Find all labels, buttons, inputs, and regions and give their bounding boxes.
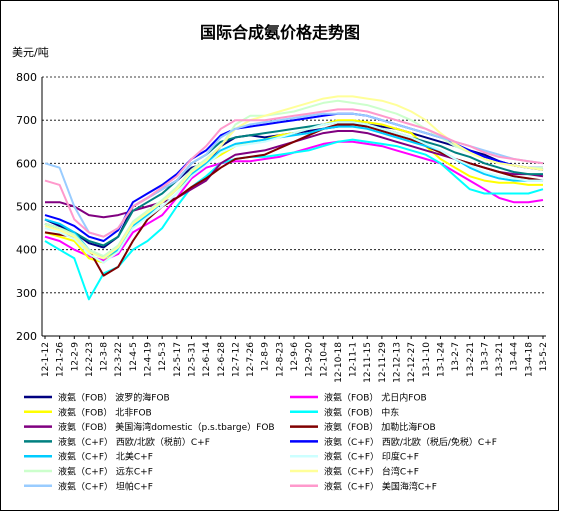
x-tick-label: 13-1-24 <box>436 342 446 377</box>
y-tick-label: 800 <box>16 71 37 84</box>
series-line-14 <box>44 108 544 238</box>
x-tick-label: 12-2-9 <box>70 342 80 372</box>
legend-label-5: 液氨（FOB） 美国海湾domestic（p.s.tbarge）FOB <box>58 421 275 433</box>
x-tick-label: 12-11-15 <box>363 342 373 383</box>
legend-label-8: 液氨（C+F） 西欧/北欧（税后/免税）C+F <box>324 436 497 448</box>
series-layer <box>44 95 544 301</box>
x-tick-label: 12-9-6 <box>290 342 300 372</box>
x-tick-label: 12-11-1 <box>349 342 359 377</box>
y-tick-label: 400 <box>16 244 37 257</box>
x-tick-label: 13-5-2 <box>539 342 549 371</box>
y-tick-label: 700 <box>16 114 37 127</box>
legend-label-9: 液氨（C+F） 北美C+F <box>58 451 153 463</box>
x-tick-label: 13-3-7 <box>480 342 490 371</box>
x-tick-label: 12-8-9 <box>261 342 271 372</box>
y-axis-unit-label: 美元/吨 <box>12 46 49 59</box>
axis-layer: 200 300 400 500 600 700 800 12-1-12 12-1-26 12-2-… <box>16 71 549 383</box>
x-tick-label: 12-2-23 <box>85 342 95 377</box>
x-tick-label: 12-7-26 <box>246 342 256 377</box>
series-line-11 <box>44 99 543 258</box>
x-tick-label: 12-12-27 <box>407 342 417 383</box>
x-tick-label: 12-4-19 <box>144 342 154 377</box>
y-tick-label: 200 <box>16 330 37 343</box>
legend-label-11: 液氨（C+F） 远东C+F <box>58 466 153 478</box>
legend-label-4: 液氨（FOB） 中东 <box>324 406 399 418</box>
x-tick-label: 12-7-12 <box>231 342 241 377</box>
y-tick-label: 600 <box>16 157 37 170</box>
x-tick-label: 13-2-7 <box>451 342 461 371</box>
x-tick-label: 12-3-8 <box>100 342 110 372</box>
legend-label-13: 液氨（C+F） 坦帕C+F <box>58 480 153 492</box>
x-tick-label: 12-11-29 <box>378 342 388 383</box>
legend-label-2: 液氨（FOB） 尤日内FOB <box>324 392 427 404</box>
x-tick-label: 12-3-22 <box>114 342 124 377</box>
series-line-4 <box>44 138 544 301</box>
x-tick-label: 12-5-31 <box>187 342 197 377</box>
legend-label-14: 液氨（C+F） 美国海湾C+F <box>324 480 437 492</box>
x-tick-label: 12-12-13 <box>393 342 403 383</box>
legend-label-1: 液氨（FOB） 波罗的海FOB <box>58 392 170 404</box>
x-tick-label: 12-10-4 <box>319 342 329 377</box>
series-line-10 <box>44 121 543 264</box>
series-line-5 <box>45 130 544 219</box>
x-tick-label: 13-4-18 <box>524 342 534 377</box>
chart-title: 国际合成氨价格走势图 <box>200 23 360 42</box>
y-tick-label: 500 <box>16 201 37 214</box>
x-tick-label: 13-3-21 <box>495 342 505 377</box>
x-tick-label: 12-9-20 <box>305 342 315 377</box>
y-tick-label: 300 <box>16 287 37 300</box>
legend-label-10: 液氨（C+F） 印度C+F <box>324 451 419 463</box>
legend-label-7: 液氨（C+F） 西欧/北欧（税前）C+F <box>58 436 210 448</box>
x-tick-label: 12-6-14 <box>202 342 212 377</box>
x-tick-label: 12-5-17 <box>173 342 183 377</box>
series-line-7 <box>44 121 543 247</box>
series-line-12 <box>44 95 544 260</box>
x-tick-label: 12-10-18 <box>334 342 344 383</box>
legend-label-6: 液氨（FOB） 加勒比海FOB <box>324 421 436 433</box>
grid-layer <box>42 76 546 294</box>
legend-label-12: 液氨（C+F） 台湾C+F <box>324 466 419 478</box>
x-tick-label: 12-4-5 <box>129 342 139 371</box>
legend: 液氨（FOB） 波罗的海FOB 液氨（FOB） 尤日内FOB 液氨（FOB） 北非F… <box>24 392 497 492</box>
legend-label-3: 液氨（FOB） 北非FOB <box>58 406 152 418</box>
x-tick-label: 12-6-28 <box>217 342 227 377</box>
x-tick-label: 13-2-21 <box>466 342 476 377</box>
x-tick-label: 12-5-3 <box>158 342 168 371</box>
x-tick-label: 13-4-4 <box>510 342 520 372</box>
x-tick-label: 13-1-10 <box>422 342 432 377</box>
x-tick-label: 12-8-23 <box>275 342 285 377</box>
x-tick-label: 12-1-12 <box>41 342 51 377</box>
x-tick-label: 12-1-26 <box>56 342 66 377</box>
